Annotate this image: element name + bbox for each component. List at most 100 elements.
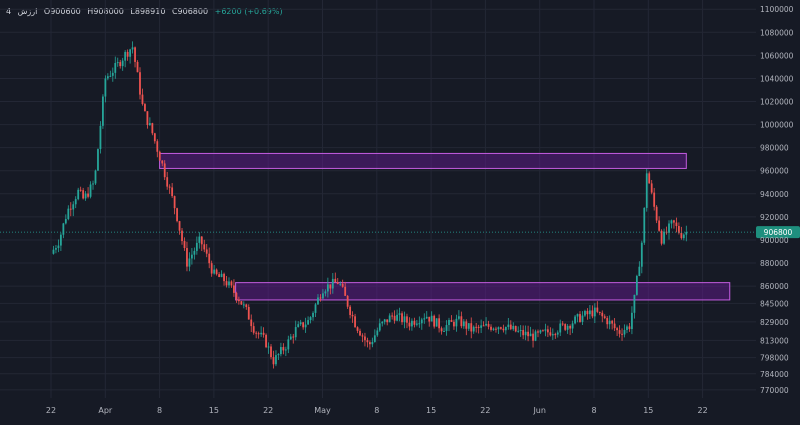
candle-body <box>354 316 356 328</box>
candle-body <box>233 285 235 293</box>
candle-body <box>203 244 206 250</box>
legend-interval: 4 <box>6 7 12 16</box>
candle-body <box>598 311 601 313</box>
candle-body <box>618 330 621 334</box>
candle-body <box>388 315 391 323</box>
candle-body <box>477 326 480 328</box>
candle-body <box>171 187 174 197</box>
candle-body <box>302 322 305 328</box>
candle-body <box>329 284 332 289</box>
candle-body <box>250 319 253 327</box>
candle-body <box>668 223 670 233</box>
candle-body <box>299 322 302 325</box>
candle-body <box>121 60 124 67</box>
candle-body <box>255 332 258 334</box>
candle-body <box>542 330 544 332</box>
candle-body <box>601 312 604 317</box>
candle-body <box>462 321 465 327</box>
candle-body <box>368 342 371 345</box>
candle-body <box>287 339 290 350</box>
candle-body <box>621 333 623 335</box>
y-tick-label: 1060000 <box>760 51 794 60</box>
candle-body <box>257 333 260 335</box>
candle-body <box>129 49 132 57</box>
candle-body <box>64 219 67 224</box>
candle-body <box>242 304 245 306</box>
candle-body <box>344 286 347 296</box>
candle-body <box>581 315 584 322</box>
candle-body <box>378 323 381 331</box>
y-tick-label: 900000 <box>760 236 789 245</box>
candle-body <box>55 248 57 250</box>
candle-body <box>148 123 151 125</box>
candle-body <box>275 355 277 365</box>
y-tick-label: 770000 <box>760 386 789 395</box>
candle-body <box>208 253 211 264</box>
candle-body <box>183 241 186 249</box>
candle-body <box>685 231 688 235</box>
candle-body <box>186 248 188 267</box>
candle-body <box>84 193 87 199</box>
candle-body <box>492 328 495 330</box>
candle-body <box>62 223 65 235</box>
legend-symbol: ارزش <box>17 7 38 16</box>
candle-body <box>386 319 389 323</box>
last-price-line: 906800 <box>0 226 800 239</box>
candle-body <box>230 281 233 286</box>
y-tick-label: 1020000 <box>760 98 794 107</box>
y-tick-label: 1100000 <box>760 5 794 14</box>
candle-body <box>178 221 181 231</box>
candle-body <box>631 312 633 330</box>
chart-grid <box>0 0 756 398</box>
candle-body <box>673 220 675 223</box>
candle-body <box>119 62 122 67</box>
candle-body <box>418 323 421 325</box>
candle-body <box>670 220 673 224</box>
candle-body <box>94 170 97 184</box>
y-tick-label: 784000 <box>760 370 789 379</box>
candle-body <box>415 323 418 325</box>
candle-body <box>527 331 530 337</box>
candle-body <box>205 249 208 254</box>
y-tick-label: 1080000 <box>760 28 794 37</box>
y-tick-label: 880000 <box>760 259 789 268</box>
candle-body <box>151 123 154 134</box>
candle-body <box>440 328 443 332</box>
candle-body <box>304 324 307 328</box>
candle-body <box>346 295 349 307</box>
candle-body <box>134 47 136 62</box>
candle-body <box>158 151 161 161</box>
candle-body <box>401 313 403 323</box>
candle-body <box>460 316 463 327</box>
candle-body <box>284 349 287 351</box>
candle-body <box>314 304 317 313</box>
candle-body <box>104 78 107 97</box>
candle-body <box>680 232 683 239</box>
candle-body <box>361 335 364 337</box>
candle-body <box>455 318 458 327</box>
x-tick-label: 15 <box>643 406 653 415</box>
candle-body <box>539 330 542 333</box>
candle-body <box>569 325 572 329</box>
candle-body <box>593 307 596 317</box>
candle-body <box>67 208 70 220</box>
candle-body <box>653 192 656 207</box>
candle-body <box>82 190 85 199</box>
candle-body <box>608 320 611 325</box>
candle-body <box>198 236 201 243</box>
candle-body <box>262 332 265 335</box>
candle-body <box>376 330 379 336</box>
candle-body <box>438 318 441 329</box>
x-tick-label: Apr <box>98 406 113 415</box>
candle-body <box>336 282 339 284</box>
y-tick-label: 798000 <box>760 354 789 363</box>
price-zones <box>159 152 731 301</box>
legend-change: +6200 (+0.69%) <box>214 7 283 16</box>
candle-body <box>366 340 369 343</box>
y-tick-label: 980000 <box>760 144 789 153</box>
candle-body <box>480 325 483 328</box>
y-tick-label: 813000 <box>760 336 789 345</box>
candle-body <box>512 325 515 330</box>
candle-body <box>677 226 680 233</box>
